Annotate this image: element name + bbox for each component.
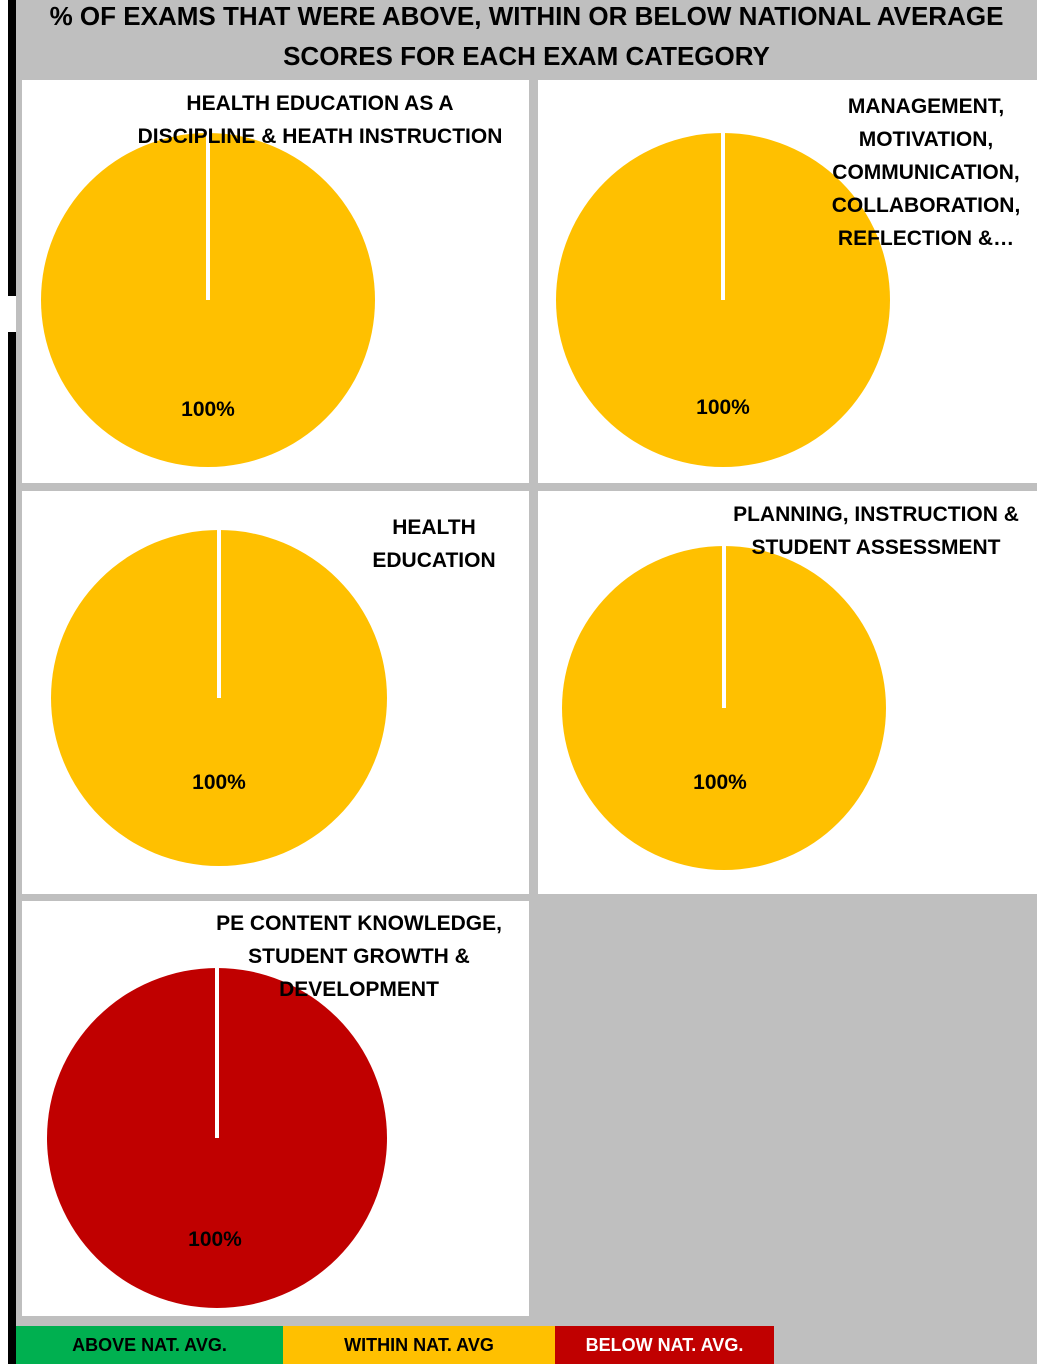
chart-title-line: EDUCATION (372, 549, 496, 572)
page-title-line-2: SCORES FOR EACH EXAM CATEGORY (283, 41, 770, 71)
legend-item-above: ABOVE NAT. AVG. (16, 1326, 283, 1364)
pie-chart-panel-4 (538, 491, 1037, 894)
legend-label-within: WITHIN NAT. AVG (344, 1335, 494, 1355)
chart-title-5: PE CONTENT KNOWLEDGE, STUDENT GROWTH & DEV… (194, 907, 524, 1006)
chart-title-line: COMMUNICATION, (832, 161, 1020, 184)
chart-title-line: HEALTH EDUCATION AS A (186, 92, 454, 115)
pie-chart-1 (41, 133, 375, 467)
data-label-2: 100% (696, 396, 750, 419)
chart-title-line: STUDENT ASSESSMENT (751, 536, 1001, 559)
chart-title-line: STUDENT GROWTH & (248, 945, 470, 968)
chart-title-line: DEVELOPMENT (279, 978, 439, 1001)
pie-chart-panel-1 (22, 80, 529, 483)
chart-title-line: MOTIVATION, (858, 128, 994, 151)
pie-chart-3 (51, 530, 387, 866)
chart-title-2: MANAGEMENT, MOTIVATION, COMMUNICATION, COLL… (806, 90, 1046, 255)
chart-title-line: REFLECTION &… (837, 227, 1015, 250)
legend-item-within: WITHIN NAT. AVG (283, 1326, 555, 1364)
chart-title-3: HEALTH EDUCATION (354, 511, 514, 577)
chart-title-line: COLLABORATION, (831, 194, 1021, 217)
left-border-top (8, 0, 16, 296)
legend-item-below: BELOW NAT. AVG. (555, 1326, 774, 1364)
pie-chart-2 (556, 133, 890, 467)
chart-title-line: PE CONTENT KNOWLEDGE, (216, 912, 502, 935)
page-title: % OF EXAMS THAT WERE ABOVE, WITHIN OR BE… (16, 0, 1037, 76)
pie-chart-4 (562, 546, 886, 870)
chart-title-4: PLANNING, INSTRUCTION & STUDENT ASSESSMEN… (716, 498, 1036, 564)
data-label-5: 100% (188, 1228, 242, 1251)
pie-chart-5 (47, 968, 387, 1308)
pie-chart-panel-5 (22, 901, 529, 1316)
legend-label-below: BELOW NAT. AVG. (585, 1335, 744, 1355)
legend-label-above: ABOVE NAT. AVG. (72, 1335, 227, 1355)
legend: ABOVE NAT. AVG. WITHIN NAT. AVG BELOW NA… (16, 1326, 774, 1364)
chart-title-line: HEALTH (392, 516, 476, 539)
data-label-3: 100% (192, 771, 246, 794)
data-label-4: 100% (693, 771, 747, 794)
page-title-line-1: % OF EXAMS THAT WERE ABOVE, WITHIN OR BE… (49, 1, 1004, 31)
chart-title-line: DISCIPLINE & HEATH INSTRUCTION (137, 125, 503, 148)
chart-title-1: HEALTH EDUCATION AS A DISCIPLINE & HEATH … (100, 87, 540, 153)
chart-title-line: MANAGEMENT, (847, 95, 1005, 118)
left-border-bottom (8, 332, 16, 1364)
chart-title-line: PLANNING, INSTRUCTION & (733, 503, 1019, 526)
data-label-1: 100% (181, 398, 235, 421)
pie-chart-panel-3 (22, 491, 529, 894)
pie-chart-panel-2 (538, 80, 1037, 483)
